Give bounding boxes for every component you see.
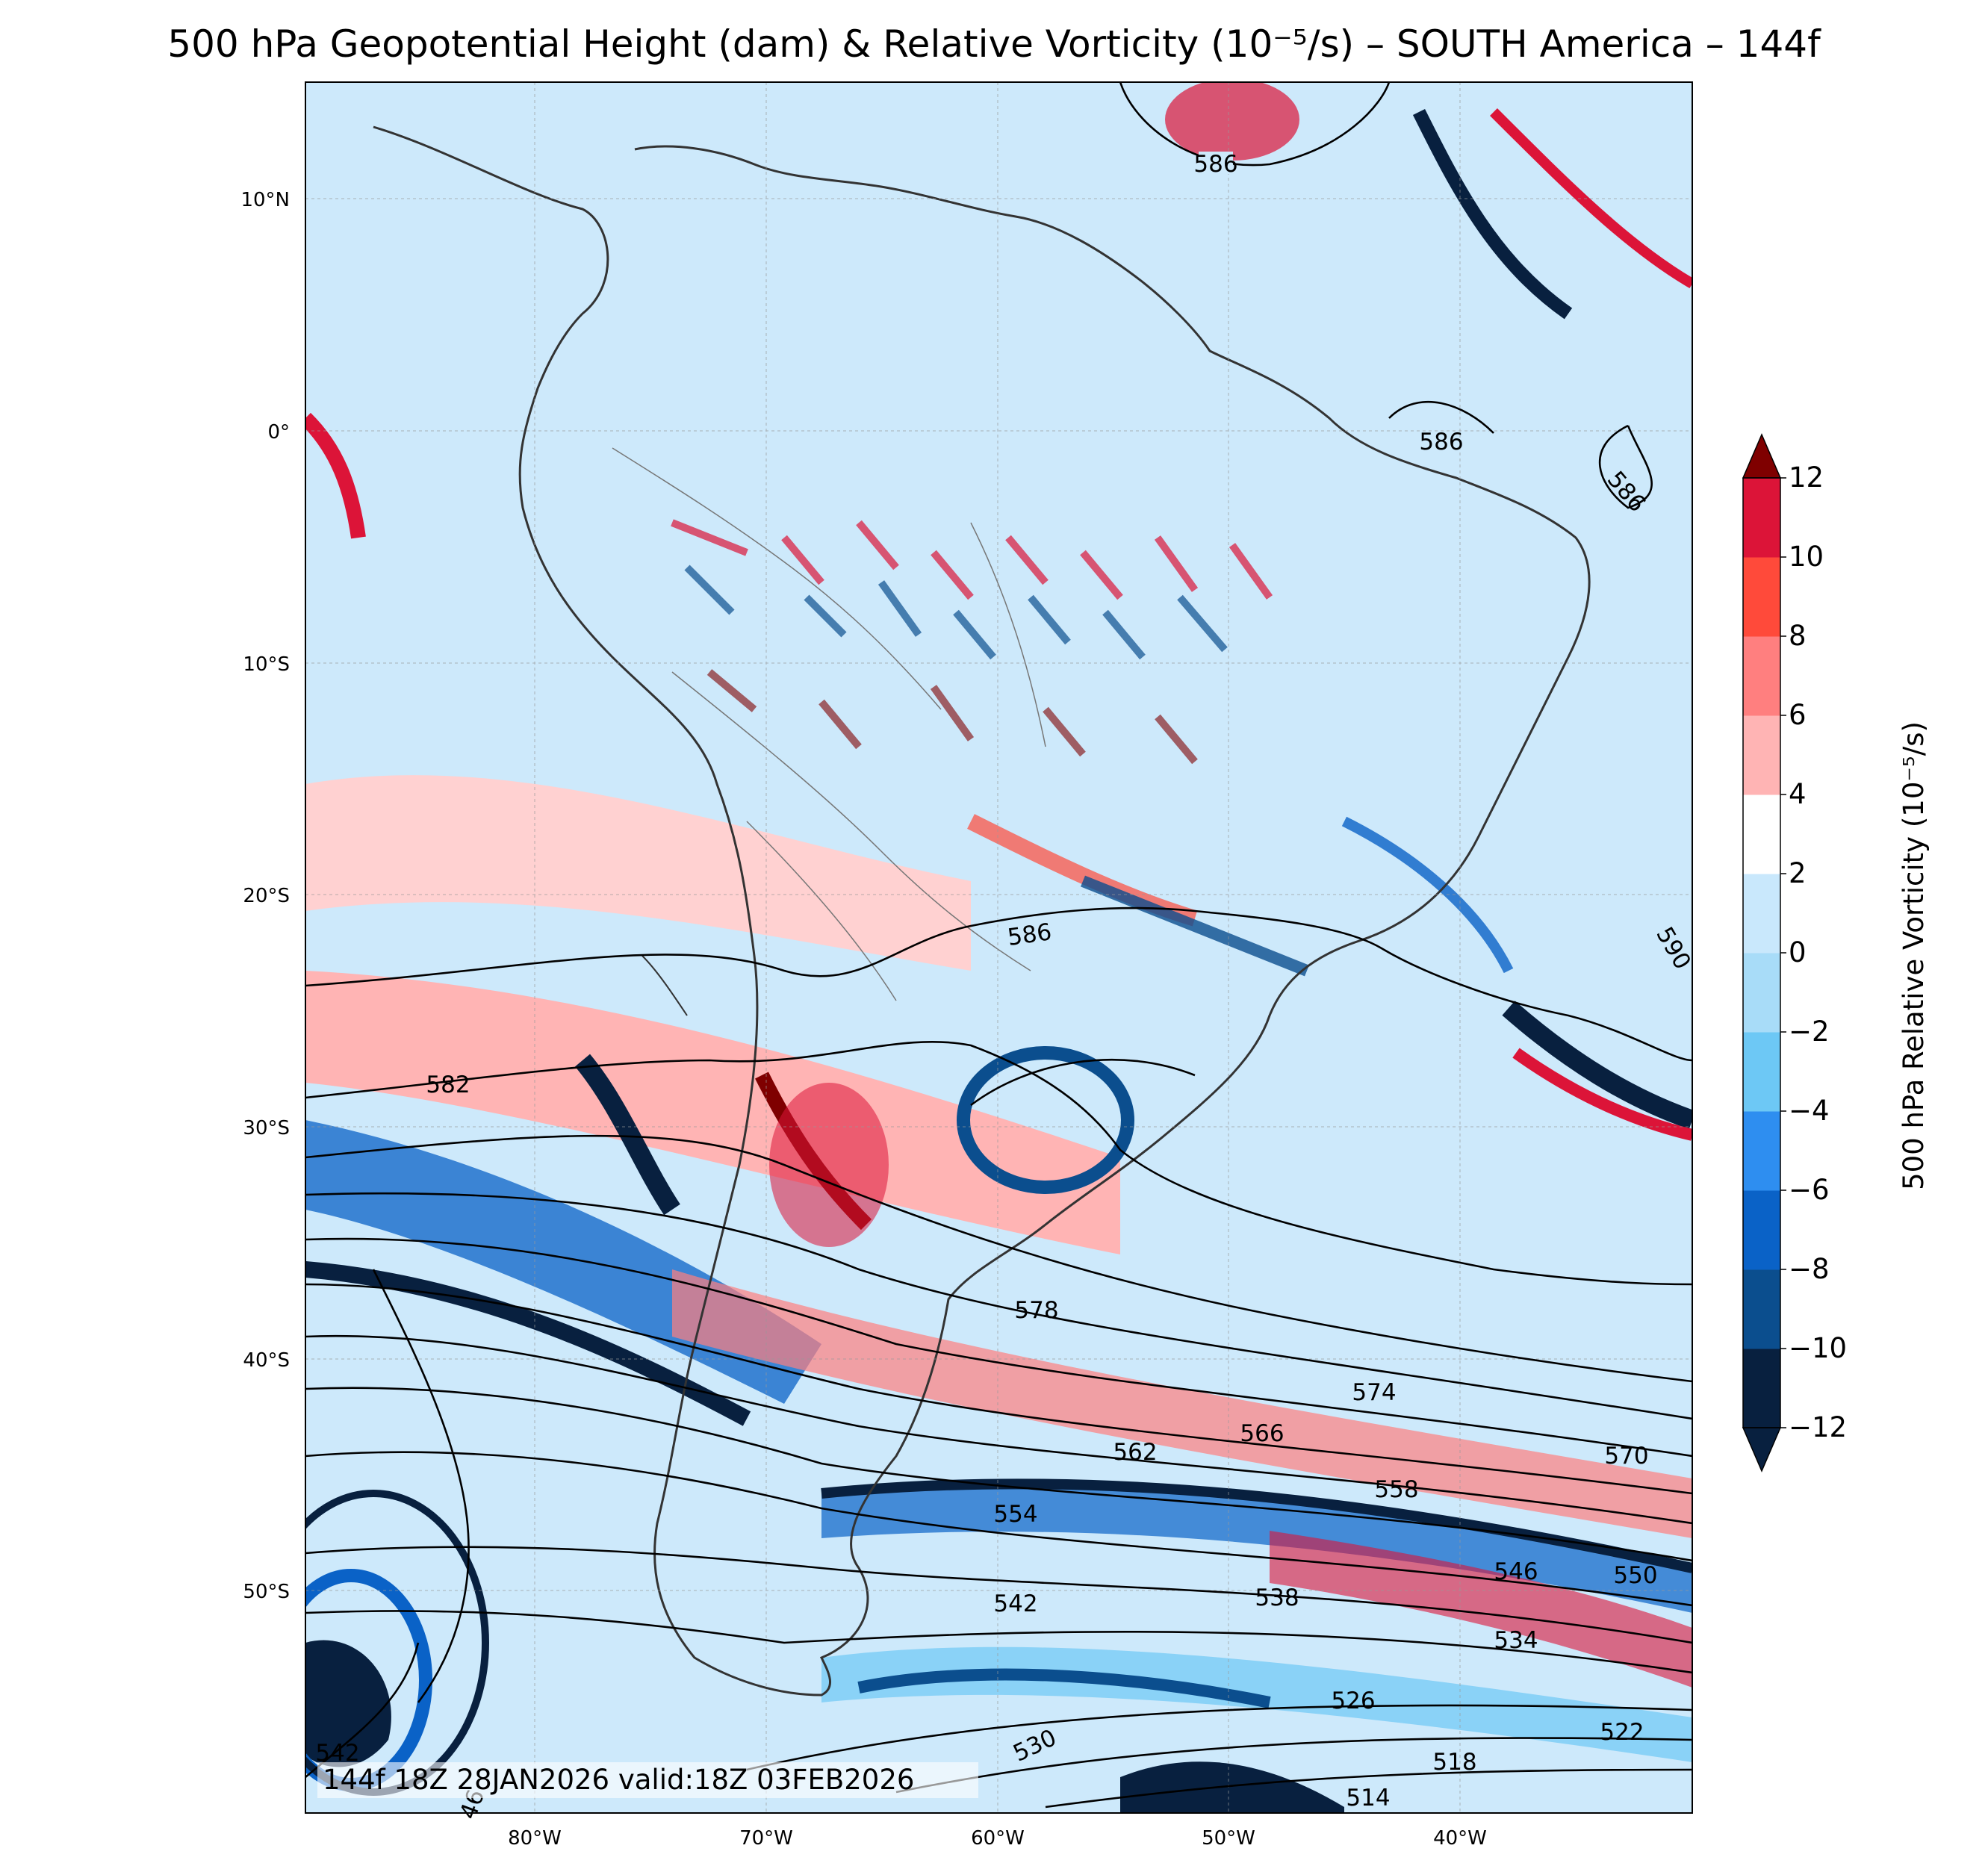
coastlines <box>373 125 1591 1697</box>
colorbar-extend-min <box>1742 1427 1782 1473</box>
colorbar-segment <box>1743 557 1780 637</box>
colorbar-segment <box>1743 715 1780 795</box>
lon-label: 40°W <box>1433 1827 1487 1850</box>
country-borders <box>612 447 1046 1001</box>
height-contours <box>305 82 1692 1809</box>
colorbar-tick-label: −12 <box>1789 1411 1847 1443</box>
colorbar <box>1742 433 1786 1473</box>
lat-axis-labels: 10°N 0° 10°S 20°S 30°S 40°S 50°S <box>240 189 290 1603</box>
contour-label: 586 <box>1193 151 1237 178</box>
colorbar-tick-label: 4 <box>1789 778 1807 810</box>
contour-label: 558 <box>1374 1476 1418 1503</box>
valid-time-stamp: 144f 18Z 28JAN2026 valid:18Z 03FEB2026 <box>323 1764 914 1796</box>
colorbar-ticks: 12 10 8 6 4 2 0 −2 −4 −6 −8 −10 −12 <box>1789 461 1847 1443</box>
contour-label: 534 <box>1494 1627 1538 1654</box>
lon-label: 70°W <box>739 1827 793 1850</box>
colorbar-extend-max <box>1742 433 1782 479</box>
contour-labels: 586 586 586 586 590 582 578 574 570 566 … <box>315 151 1696 1823</box>
contour-label: 542 <box>993 1590 1037 1617</box>
lat-label: 10°N <box>240 189 290 211</box>
colorbar-tick-label: −10 <box>1789 1332 1847 1364</box>
colorbar-tick-label: 6 <box>1789 699 1807 731</box>
colorbar-tick-label: 2 <box>1789 857 1807 889</box>
lon-axis-labels: 80°W 70°W 60°W 50°W 40°W <box>508 1827 1487 1850</box>
lat-label: 10°S <box>243 653 290 676</box>
colorbar-segment <box>1743 1111 1780 1191</box>
plot-area <box>305 82 1692 1813</box>
lon-label: 80°W <box>508 1827 562 1850</box>
colorbar-segment <box>1743 1032 1780 1112</box>
contour-label: 570 <box>1604 1443 1648 1470</box>
colorbar-segment <box>1743 478 1780 558</box>
contour-label: 562 <box>1113 1439 1157 1466</box>
colorbar-tick-label: −2 <box>1789 1016 1830 1048</box>
contour-label: 518 <box>1432 1749 1476 1776</box>
lon-label: 50°W <box>1202 1827 1255 1850</box>
contour-label: 582 <box>426 1072 470 1098</box>
colorbar-tick-label: 12 <box>1789 461 1824 494</box>
lat-label: 20°S <box>243 885 290 907</box>
colorbar-segment <box>1743 953 1780 1033</box>
lon-label: 60°W <box>971 1827 1025 1850</box>
colorbar-segment <box>1743 794 1780 874</box>
stamp-background <box>317 1762 978 1798</box>
colorbar-tick-label: 10 <box>1789 541 1824 573</box>
contour-label: 538 <box>1255 1585 1299 1611</box>
chart-title: 500 hPa Geopotential Height (dam) & Rela… <box>167 22 1821 66</box>
colorbar-tick-label: −6 <box>1789 1174 1830 1206</box>
colorbar-segment <box>1743 1349 1780 1428</box>
contour-label: 514 <box>1346 1785 1390 1812</box>
colorbar-segment <box>1743 874 1780 954</box>
colorbar-segment <box>1743 636 1780 716</box>
contour-label: 554 <box>993 1501 1037 1528</box>
colorbar-tick-label: 8 <box>1789 620 1807 652</box>
contour-label: 522 <box>1600 1719 1644 1746</box>
colorbar-segment <box>1743 1269 1780 1349</box>
contour-label: 566 <box>1240 1420 1284 1447</box>
colorbar-tick-label: −4 <box>1789 1095 1830 1127</box>
plot-frame <box>305 81 1693 1814</box>
colorbar-segment <box>1743 1190 1780 1270</box>
colorbar-tick-label: 0 <box>1789 936 1807 968</box>
contour-label: 546 <box>1494 1558 1538 1585</box>
contour-label: 586 <box>1006 918 1054 951</box>
lat-label: 50°S <box>243 1581 290 1603</box>
contour-label: 550 <box>1613 1562 1657 1589</box>
vorticity-field <box>305 82 1692 1813</box>
contour-label: 574 <box>1352 1379 1396 1406</box>
lat-label: 40°S <box>243 1349 290 1372</box>
lat-label: 30°S <box>243 1117 290 1139</box>
contour-label: 578 <box>1014 1297 1058 1324</box>
colorbar-label: 500 hPa Relative Vorticity (10⁻⁵/s) <box>1898 721 1930 1190</box>
gridlines <box>305 82 1692 1813</box>
colorbar-tick-label: −8 <box>1789 1253 1830 1285</box>
contour-label: 586 <box>1419 429 1463 455</box>
contour-label: 526 <box>1331 1688 1375 1714</box>
lat-label: 0° <box>267 421 290 444</box>
